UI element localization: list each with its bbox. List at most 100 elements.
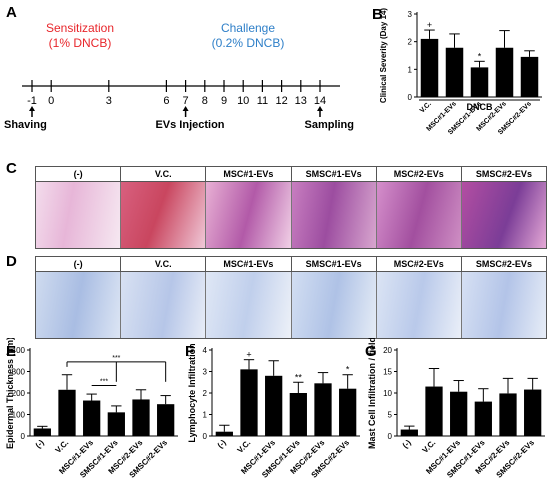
bar	[314, 383, 332, 436]
y-tick-label: 0	[408, 93, 413, 102]
significance-mark: ***	[112, 355, 120, 362]
significance-mark: +	[246, 350, 251, 360]
histology-header: SMSC#2-EVs	[475, 259, 532, 269]
histology-header: SMSC#1-EVs	[292, 257, 377, 271]
bar	[520, 56, 539, 97]
evs-injection-label: EVs Injection	[155, 119, 224, 131]
y-axis-label: Clinical Severity (Day 14)	[379, 8, 388, 103]
histology-strip-tb: (-) V.C. MSC#1-EVs SMSC#1-EVs MSC#2-EVs SMSC#…	[35, 256, 547, 339]
histology-header: SMSC#2-EVs	[475, 169, 532, 179]
timeline-tick-label: 6	[163, 95, 169, 107]
histology-image	[121, 182, 207, 248]
timeline-tick-label: 8	[202, 95, 208, 107]
bar	[265, 375, 283, 436]
timeline-tick-label: 9	[221, 95, 227, 107]
bar	[450, 391, 468, 436]
histology-header: V.C.	[121, 257, 207, 271]
significance-mark: *	[346, 365, 350, 375]
significance-mark: +	[427, 20, 432, 30]
y-tick-label: 100	[12, 411, 26, 420]
histology-image	[206, 182, 292, 248]
histology-header: MSC#1-EVs	[206, 167, 292, 181]
histology-image	[376, 272, 462, 338]
y-tick-label: 200	[12, 389, 26, 398]
y-axis-label: Mast Cell Infiltration / field	[367, 338, 377, 449]
histology-strip-he: (-) V.C. MSC#1-EVs SMSC#1-EVs MSC#2-EVs SMSC#…	[35, 166, 547, 249]
chart-g-mast-cell-infiltration: 0 5 10 15 20 Mast Cell Infiltration / field (-…	[367, 338, 545, 480]
histology-image	[376, 182, 462, 248]
histology-header: MSC#2-EVs	[377, 257, 462, 271]
significance-mark: **	[295, 372, 303, 382]
histology-image	[461, 182, 547, 248]
histology-image	[461, 272, 547, 338]
timeline-arrow-head	[182, 106, 189, 111]
y-tick-label: 5	[388, 411, 393, 420]
panel-letter-b: B	[372, 6, 383, 23]
panel-letter-d: D	[6, 253, 17, 270]
bar	[289, 393, 307, 436]
timeline-tick-label: 12	[275, 95, 287, 107]
bar	[445, 47, 464, 97]
shaving-label: Shaving	[4, 119, 47, 131]
histology-header: SMSC#1-EVs	[292, 167, 377, 181]
category-label: V.C.	[419, 100, 433, 114]
bar	[499, 393, 517, 436]
bar	[33, 428, 51, 436]
sensitization-title: Sensitization	[46, 21, 114, 35]
timeline-tick-label: 3	[106, 95, 112, 107]
y-tick-label: 3	[203, 368, 208, 377]
timeline-arrow-head	[317, 106, 323, 111]
bar	[157, 404, 175, 436]
y-tick-label: 1	[203, 411, 208, 420]
bar	[215, 431, 233, 436]
y-tick-label: 4	[203, 346, 208, 355]
challenge-subtitle: (0.2% DNCB)	[212, 36, 285, 50]
bar	[524, 389, 542, 436]
panel-letter-c: C	[6, 160, 17, 177]
challenge-title: Challenge	[221, 21, 275, 35]
panel-letter-f: F	[185, 343, 195, 360]
y-tick-label: 2	[203, 389, 208, 398]
bar	[58, 389, 76, 436]
timeline-tick-label: 10	[237, 95, 249, 107]
bar	[474, 401, 492, 436]
bar	[495, 47, 514, 97]
category-label: (-)	[34, 438, 46, 450]
histology-image	[36, 272, 122, 338]
histology-header: (-)	[36, 167, 122, 181]
significance-mark: ***	[100, 378, 108, 385]
histology-header: V.C.	[121, 167, 207, 181]
dncb-label: DNCB	[467, 102, 493, 112]
y-tick-label: 300	[12, 368, 26, 377]
bar	[339, 388, 357, 436]
y-tick-label: 400	[12, 346, 26, 355]
y-tick-label: 15	[383, 368, 392, 377]
histology-image	[291, 182, 377, 248]
significance-mark: *	[478, 51, 482, 61]
category-label: V.C.	[236, 438, 253, 455]
histology-image	[291, 272, 377, 338]
y-tick-label: 0	[203, 432, 208, 441]
timeline-diagram: Sensitization (1% DNCB) Challenge (0.2% …	[4, 21, 354, 131]
histology-header: MSC#1-EVs	[206, 257, 292, 271]
bar	[425, 386, 443, 436]
y-tick-label: 0	[388, 432, 393, 441]
category-label: (-)	[216, 438, 228, 450]
panel-letter-e: E	[6, 343, 17, 360]
y-axis-label: Lymphocyte Infiltration	[187, 343, 197, 442]
timeline-tick-label: 11	[257, 95, 268, 107]
bar	[470, 67, 489, 97]
histology-header: (-)	[36, 257, 122, 271]
timeline-tick-label: -1	[27, 95, 37, 107]
timeline-arrow-head	[29, 106, 35, 111]
y-axis-label: Epidermal Thickness (μm)	[5, 338, 15, 449]
sensitization-subtitle: (1% DNCB)	[49, 36, 112, 50]
bar	[400, 429, 418, 436]
timeline-tick-label: 13	[295, 95, 307, 107]
timeline-tick-label: 14	[314, 95, 326, 107]
y-tick-label: 0	[21, 432, 26, 441]
y-tick-label: 2	[408, 38, 413, 47]
